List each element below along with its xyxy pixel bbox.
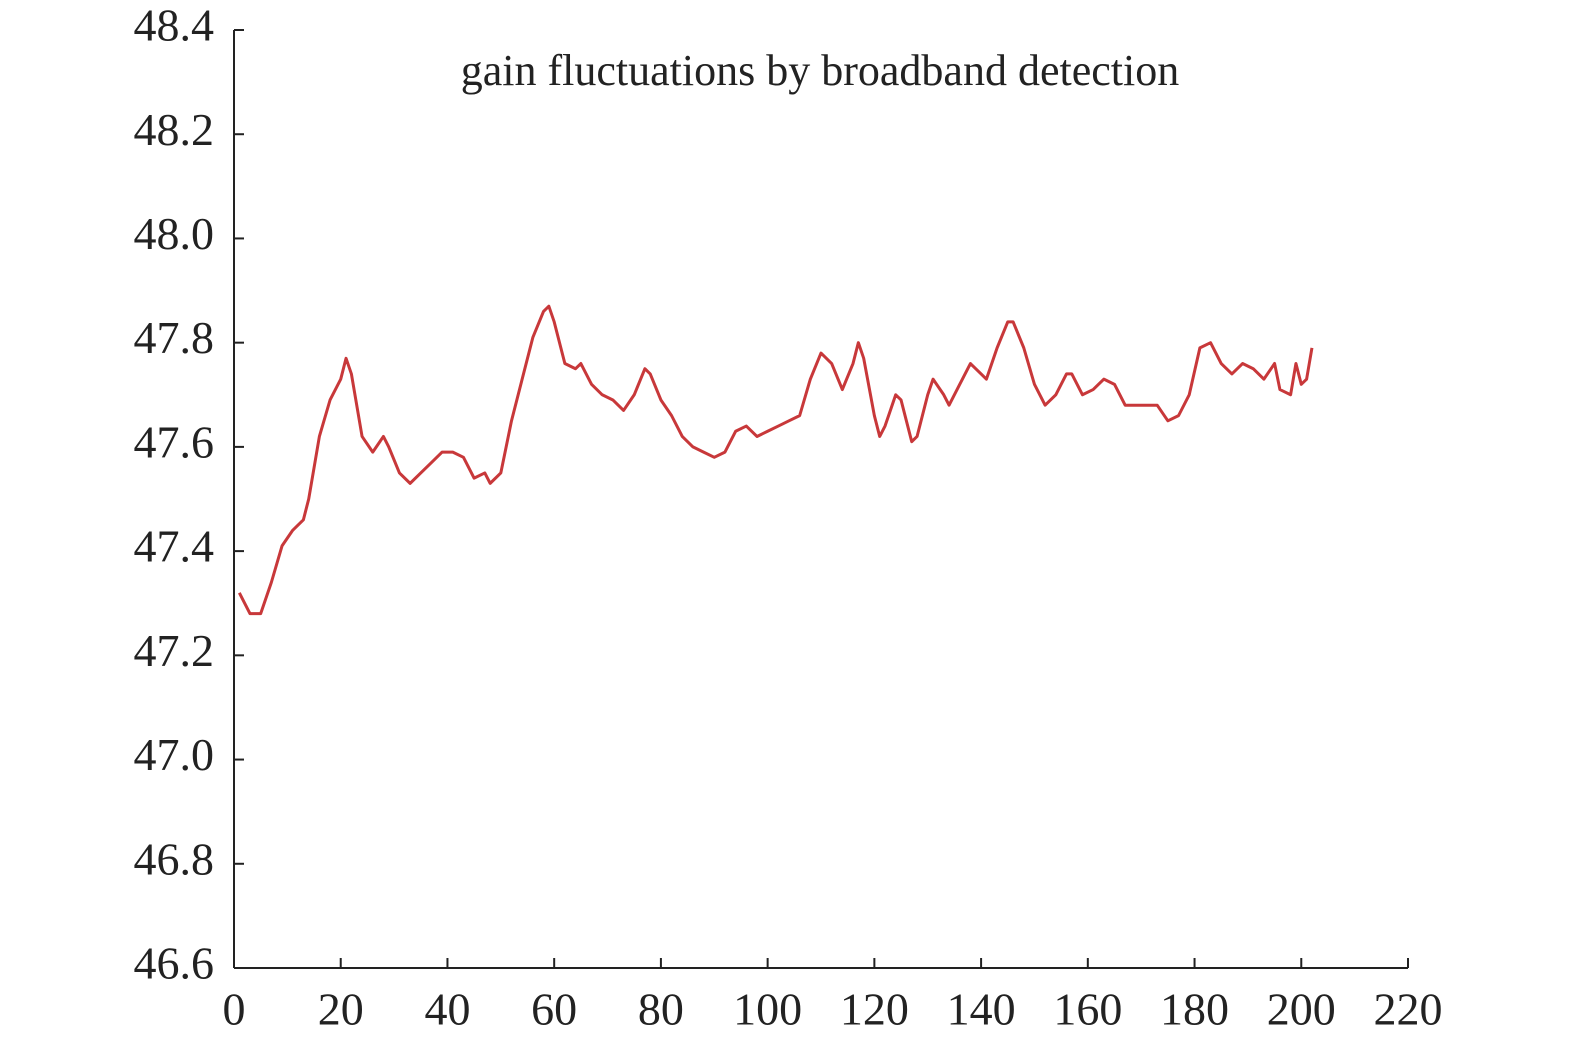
y-tick-label: 47.6 bbox=[134, 416, 215, 467]
y-tick-label: 46.6 bbox=[134, 938, 215, 989]
x-tick-label: 40 bbox=[424, 984, 470, 1035]
data-line bbox=[238, 304, 1314, 616]
x-tick-label: 200 bbox=[1267, 984, 1336, 1035]
x-tick-label: 80 bbox=[638, 984, 684, 1035]
y-tick-label: 46.8 bbox=[134, 833, 215, 884]
x-tick-label: 0 bbox=[223, 984, 246, 1035]
y-tick-label: 48.4 bbox=[134, 0, 215, 51]
y-tick-label: 48.0 bbox=[134, 208, 215, 259]
y-tick-label: 48.2 bbox=[134, 104, 215, 155]
x-tick-label: 20 bbox=[318, 984, 364, 1035]
x-tick-label: 220 bbox=[1374, 984, 1443, 1035]
x-tick-label: 180 bbox=[1160, 984, 1229, 1035]
x-tick-label: 140 bbox=[947, 984, 1016, 1035]
y-tick-label: 47.0 bbox=[134, 729, 215, 780]
y-tick-label: 47.4 bbox=[134, 521, 215, 572]
y-tick-label: 47.2 bbox=[134, 625, 215, 676]
x-tick-label: 120 bbox=[840, 984, 909, 1035]
y-tick-label: 47.8 bbox=[134, 312, 215, 363]
x-tick-label: 100 bbox=[733, 984, 802, 1035]
chart-title: gain fluctuations by broadband detection bbox=[461, 46, 1179, 95]
x-tick-label: 160 bbox=[1053, 984, 1122, 1035]
x-tick-label: 60 bbox=[531, 984, 577, 1035]
